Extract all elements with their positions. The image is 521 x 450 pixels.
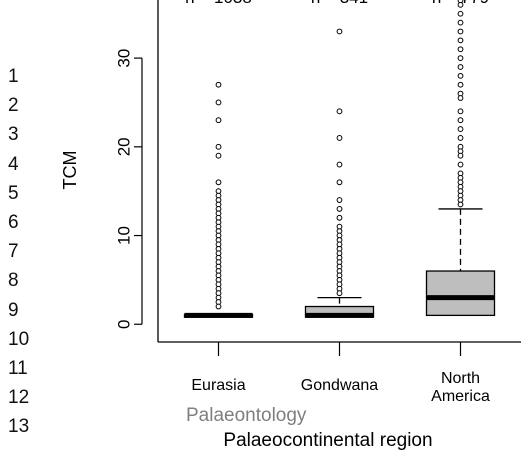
outlier-point: [457, 161, 464, 168]
line-number: 4: [8, 153, 19, 175]
outlier-point: [336, 206, 343, 212]
line-number: 1: [8, 66, 19, 87]
outlier-point: [336, 290, 343, 297]
outlier-point: [457, 1, 464, 8]
outlier-point: [457, 126, 464, 132]
outlier-point: [457, 152, 464, 159]
outlier-point: [457, 95, 464, 101]
outlier-point: [336, 214, 343, 221]
y-axis-title: TCM: [60, 151, 80, 190]
outlier-point: [457, 19, 464, 26]
outlier-point: [457, 72, 464, 79]
x-axis-title: Palaeocontinental region: [223, 430, 432, 450]
line-number: 8: [8, 270, 19, 292]
line-number: 11: [8, 357, 28, 379]
line-number: 13: [8, 416, 30, 438]
x-tick-label: North: [441, 370, 480, 387]
outlier-point: [336, 108, 343, 115]
outlier-point: [457, 117, 464, 124]
outlier-point: [457, 135, 464, 141]
outlier-point: [336, 197, 343, 203]
outlier-point: [336, 179, 343, 186]
outlier-point: [215, 303, 222, 310]
x-tick-label: Eurasia: [191, 377, 245, 394]
line-number: 9: [8, 299, 19, 321]
outlier-point: [457, 108, 464, 115]
line-number: 10: [8, 328, 30, 350]
line-number: 3: [8, 124, 19, 146]
outlier-point: [457, 201, 464, 208]
outlier-point: [457, 64, 464, 70]
sample-size-label: n = 1038: [185, 0, 252, 7]
outlier-point: [215, 81, 222, 88]
watermark-label: Palaeontology: [186, 405, 307, 426]
outlier-point: [457, 81, 464, 88]
outlier-point: [215, 99, 222, 106]
outlier-point: [336, 161, 343, 168]
outlier-point: [457, 37, 464, 44]
y-tick-label: 10: [115, 226, 134, 245]
y-tick-label: 30: [115, 49, 134, 68]
line-number: 2: [8, 95, 19, 117]
x-tick-label: Gondwana: [301, 377, 378, 394]
outlier-point: [336, 135, 343, 141]
line-number: 5: [8, 182, 19, 204]
outlier-point: [215, 179, 222, 186]
line-number: 6: [8, 211, 19, 233]
outlier-point: [215, 117, 222, 124]
outlier-point: [215, 152, 222, 159]
outlier-point: [457, 55, 464, 62]
box-iqr: [425, 270, 496, 317]
outlier-point: [457, 10, 464, 17]
outlier-point: [457, 28, 464, 35]
outlier-point: [457, 46, 464, 53]
line-number: 7: [8, 241, 19, 263]
y-tick-label: 0: [115, 320, 134, 329]
y-tick-label: 20: [115, 137, 134, 156]
line-number-gutter: 1 2 3 4 5 6 7 8 9 10 11 12 13: [8, 62, 44, 441]
x-tick-label: America: [431, 388, 490, 405]
line-number: 12: [8, 387, 30, 409]
outlier-point: [215, 143, 222, 150]
outlier-point: [336, 28, 343, 35]
sample-size-label: n = 341: [311, 0, 368, 7]
